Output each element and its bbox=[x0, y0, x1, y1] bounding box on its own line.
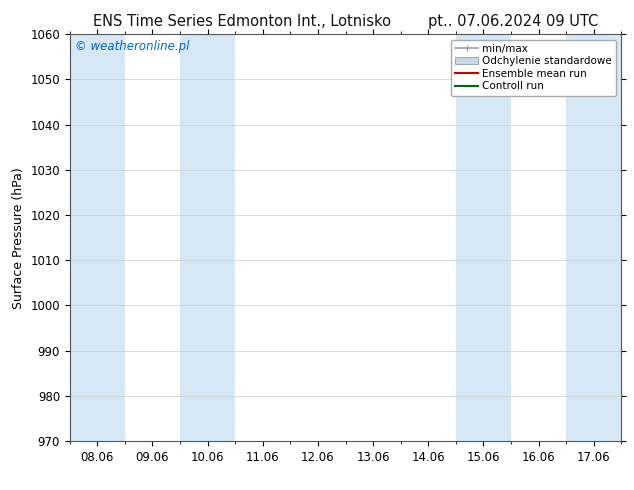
Bar bbox=[566, 34, 621, 441]
Text: © weatheronline.pl: © weatheronline.pl bbox=[75, 40, 190, 53]
Y-axis label: Surface Pressure (hPa): Surface Pressure (hPa) bbox=[11, 167, 25, 309]
Title: ENS Time Series Edmonton Int., Lotnisko        pt.. 07.06.2024 09 UTC: ENS Time Series Edmonton Int., Lotnisko … bbox=[93, 14, 598, 29]
Bar bbox=[180, 34, 235, 441]
Bar bbox=[456, 34, 511, 441]
Legend: min/max, Odchylenie standardowe, Ensemble mean run, Controll run: min/max, Odchylenie standardowe, Ensembl… bbox=[451, 40, 616, 96]
Bar bbox=[70, 34, 125, 441]
